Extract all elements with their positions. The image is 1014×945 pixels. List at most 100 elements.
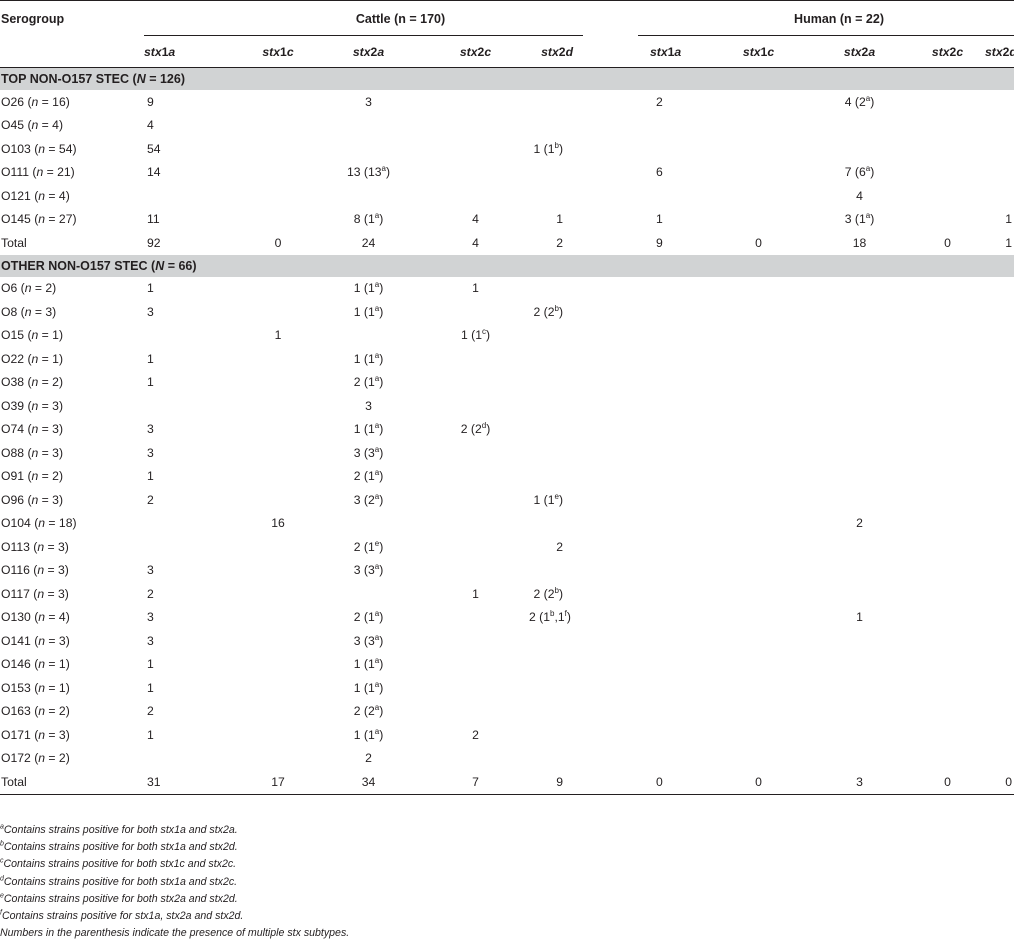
cattle-stx2c-cell (424, 700, 527, 724)
cattle-stx1c-cell (243, 394, 313, 418)
cattle-stx2a-cell: 2 (1a) (353, 374, 384, 390)
gap-cell (583, 512, 638, 536)
serogroup-cell: O145 (n = 27) (1, 212, 77, 227)
human-stx2d-cell (983, 747, 1014, 771)
table-row: O153 (n = 1) 1 1 (1a) (0, 676, 1014, 700)
human-stx2a-cell (807, 747, 912, 771)
human-stx1a-cell (638, 300, 710, 324)
cattle-stx2a-cell (313, 512, 424, 536)
serogroup-cell: O171 (n = 3) (1, 727, 70, 742)
human-stx2a-cell: 4 (2a) (844, 93, 875, 109)
cattle-stx2c-cell: 2 (472, 727, 479, 742)
cattle-stx1a-cell: 3 (147, 422, 154, 437)
subtype-header-stx2c: stx2c (912, 35, 984, 68)
gap-cell (583, 723, 638, 747)
cattle-stx1a-cell (144, 394, 243, 418)
human-stx2d-cell (983, 629, 1014, 653)
cattle-stx1c-cell (243, 653, 313, 677)
human-stx2a-cell (807, 488, 912, 512)
human-stx1a-cell: 2 (656, 94, 663, 109)
table-row: O8 (n = 3) 3 1 (1a) 2 (2b) (0, 300, 1014, 324)
cattle-stx2a-cell: 2 (1a) (353, 609, 384, 625)
human-stx2d-cell (983, 582, 1014, 606)
cattle-stx2a-cell: 3 (3a) (353, 444, 384, 460)
cattle-stx2d-cell: 9 (527, 770, 584, 795)
cattle-stx2c-cell (424, 747, 527, 771)
human-stx2d-cell (983, 723, 1014, 747)
human-stx2d-cell (983, 324, 1014, 348)
human-stx1a-cell (638, 114, 710, 138)
cattle-stx1c-cell (243, 277, 313, 301)
cattle-stx2c-cell (424, 184, 527, 208)
gap-cell (583, 606, 638, 630)
table-row: O172 (n = 2) 2 (0, 747, 1014, 771)
cattle-stx1a-cell: 1 (147, 375, 154, 390)
cattle-stx2d-cell (527, 394, 583, 418)
serogroup-header: Serogroup (0, 0, 144, 36)
human-stx1c-cell (710, 277, 807, 301)
serogroup-cell: O45 (n = 4) (1, 118, 64, 133)
gap-cell (583, 137, 638, 161)
cattle-stx2d-cell: 2 (556, 539, 564, 554)
gap-cell (583, 277, 638, 301)
human-stx1c-cell (710, 184, 807, 208)
human-stx2a-cell (807, 114, 912, 138)
cattle-stx1c-cell (243, 747, 313, 771)
human-stx1a-cell: 1 (656, 212, 663, 227)
human-stx1c-cell (710, 90, 807, 114)
human-stx2d-cell (983, 606, 1014, 630)
human-stx1c-cell (710, 441, 807, 465)
human-stx2a-cell (807, 700, 912, 724)
cattle-stx2d-cell (527, 371, 583, 395)
header-row-groups: Serogroup Cattle (n = 170) Human (n = 22… (0, 0, 1014, 36)
serogroup-cell: O26 (n = 16) (1, 94, 70, 109)
cattle-stx2c-cell (424, 300, 527, 324)
cattle-stx2d-cell (527, 347, 583, 371)
cattle-stx1c-cell: 17 (243, 770, 313, 795)
human-stx2a-cell: 2 (856, 516, 863, 531)
human-stx1c-cell (710, 347, 807, 371)
human-stx2a-cell (807, 629, 912, 653)
table-row: O38 (n = 2) 1 2 (1a) (0, 371, 1014, 395)
footnotes: aContains strains positive for both stx1… (0, 822, 1014, 942)
human-stx1a-cell (638, 700, 710, 724)
human-stx1a-cell (638, 184, 710, 208)
cattle-stx2c-cell (424, 90, 527, 114)
human-stx2a-cell: 1 (856, 610, 863, 625)
footnote: Numbers in the parenthesis indicate the … (0, 927, 350, 940)
gap-cell (583, 231, 638, 255)
human-stx2c-cell (912, 465, 983, 489)
cattle-stx1a-cell: 1 (147, 281, 154, 296)
table-row: O121 (n = 4) 4 (0, 184, 1014, 208)
human-stx2a-cell (807, 371, 912, 395)
cattle-stx2c-cell: 1 (472, 586, 479, 601)
header-row-subtypes: stx1a stx1c stx2a stx2c stx2d stx1a stx1c stx2a… (0, 35, 1014, 68)
human-stx2d-cell (983, 277, 1014, 301)
cattle-stx1c-cell (243, 441, 313, 465)
human-stx2d-cell (983, 371, 1014, 395)
gap-cell (583, 90, 638, 114)
cattle-stx1c-cell (243, 300, 313, 324)
human-stx2d-cell: 1 (1005, 235, 1013, 250)
human-stx2d-cell: 0 (983, 770, 1014, 795)
cattle-stx1a-cell: 3 (147, 445, 154, 460)
human-stx2d-cell (983, 441, 1014, 465)
human-stx2d-cell (983, 418, 1014, 442)
cattle-stx1a-cell: 9 (147, 94, 154, 109)
gap-cell (583, 371, 638, 395)
cattle-stx2d-cell (527, 559, 583, 583)
cattle-stx1a-cell: 31 (144, 770, 243, 795)
cattle-stx2c-cell (424, 512, 527, 536)
serogroup-cell: O163 (n = 2) (1, 704, 70, 719)
human-stx1a-cell (638, 559, 710, 583)
cattle-stx2a-cell: 2 (1e) (353, 538, 384, 554)
table-row: O113 (n = 3) 2 (1e) 2 (0, 535, 1014, 559)
human-stx2c-cell (912, 747, 983, 771)
cattle-stx2a-cell: 1 (1a) (353, 679, 384, 695)
human-stx1a-cell: 0 (638, 770, 711, 795)
cattle-stx2d-cell (527, 676, 583, 700)
human-stx2a-cell: 3 (1a) (844, 211, 875, 227)
human-stx2c-cell: 0 (944, 235, 951, 250)
cattle-stx1a-cell: 3 (147, 563, 154, 578)
subtype-header-stx2d: stx2d (983, 35, 1014, 68)
